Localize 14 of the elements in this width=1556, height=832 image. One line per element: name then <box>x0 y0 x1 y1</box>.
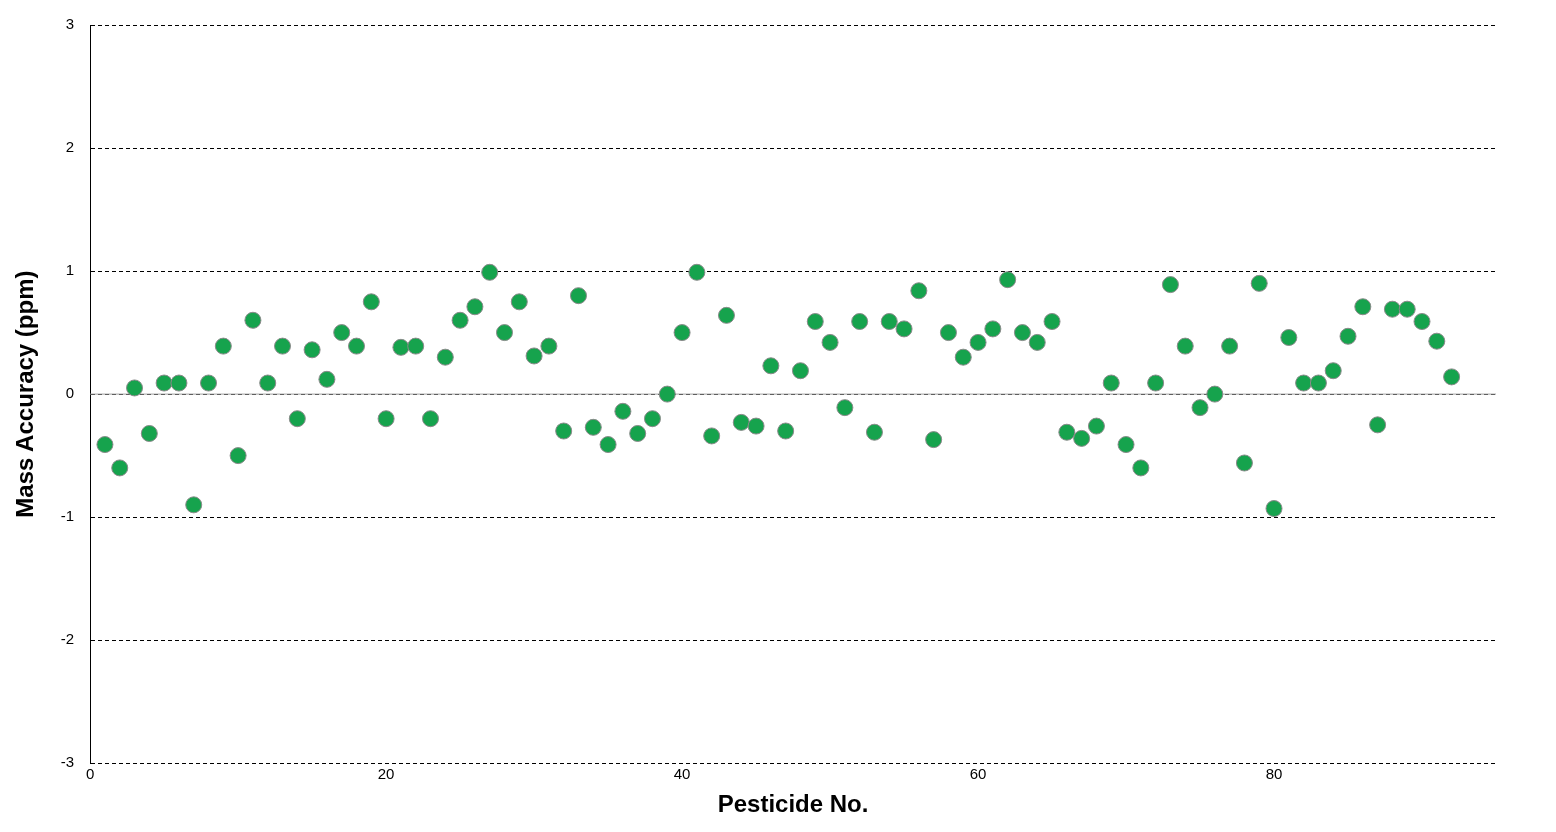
y-axis-title: Mass Accuracy (ppm) <box>11 270 39 518</box>
x-tick-label: 40 <box>673 765 691 783</box>
x-tick-label: 80 <box>1265 765 1283 783</box>
y-tick-label: -2 <box>60 630 75 648</box>
x-tick-label: 20 <box>377 765 395 783</box>
y-tick-label: 3 <box>65 15 75 33</box>
x-axis-title: Pesticide No. <box>717 790 869 818</box>
y-tick-label: 0 <box>65 384 75 402</box>
y-tick-label: 2 <box>65 138 75 156</box>
y-tick-label: -1 <box>60 507 75 525</box>
y-tick-label: 1 <box>65 261 75 279</box>
x-tick-label: 60 <box>969 765 987 783</box>
y-tick-label: -3 <box>60 753 75 771</box>
x-tick-label: 0 <box>85 765 95 783</box>
